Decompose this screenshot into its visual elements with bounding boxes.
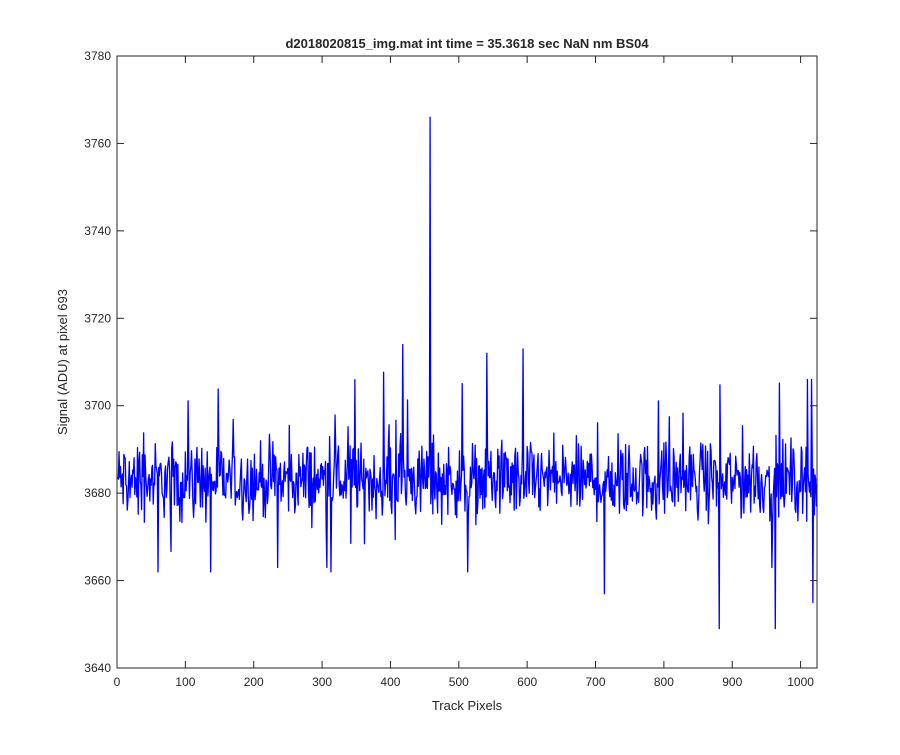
x-tick-label: 500 <box>449 675 469 689</box>
series-line <box>117 116 818 630</box>
x-tick-label: 200 <box>244 675 264 689</box>
x-tick-label: 100 <box>175 675 195 689</box>
plot-background <box>117 56 817 668</box>
x-axis-ticks: 0 100 200 300 400 500 600 700 800 900 1000 <box>114 56 814 689</box>
x-tick-label: 1000 <box>787 675 814 689</box>
y-axis-ticks: 3640 3660 3680 3700 3720 3740 3760 3780 <box>84 49 817 675</box>
x-tick-label: 900 <box>722 675 742 689</box>
y-tick-label: 3680 <box>84 486 111 500</box>
y-tick-label: 3760 <box>84 136 111 150</box>
y-tick-label: 3700 <box>84 399 111 413</box>
series-layer <box>117 116 818 630</box>
y-tick-label: 3720 <box>84 311 111 325</box>
y-tick-label: 3660 <box>84 574 111 588</box>
y-tick-label: 3740 <box>84 224 111 238</box>
y-tick-label: 3640 <box>84 661 111 675</box>
x-tick-label: 300 <box>312 675 332 689</box>
y-axis-label: Signal (ADU) at pixel 693 <box>55 289 70 435</box>
x-tick-label: 800 <box>654 675 674 689</box>
x-tick-label: 400 <box>380 675 400 689</box>
chart-title: d2018020815_img.mat int time = 35.3618 s… <box>285 36 649 51</box>
x-tick-label: 700 <box>586 675 606 689</box>
x-tick-label: 0 <box>114 675 121 689</box>
x-tick-label: 600 <box>517 675 537 689</box>
x-axis-label: Track Pixels <box>432 698 503 713</box>
plot-box <box>116 55 818 669</box>
y-tick-label: 3780 <box>84 49 111 63</box>
